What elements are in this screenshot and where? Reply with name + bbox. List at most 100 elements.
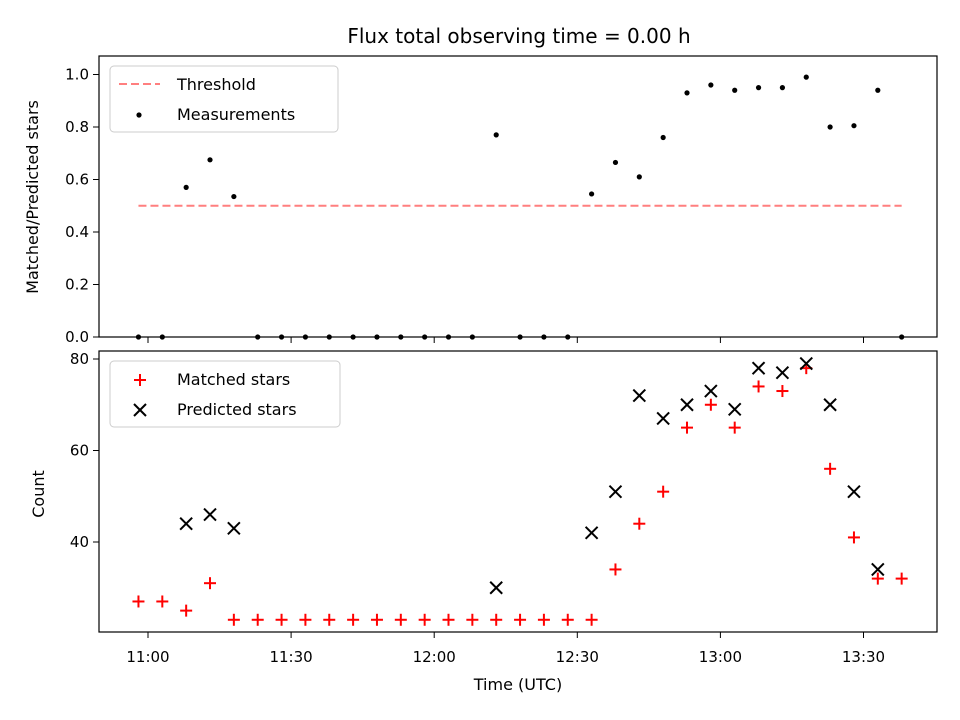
matched-point bbox=[728, 421, 741, 434]
matched-point bbox=[490, 613, 503, 626]
predicted-point bbox=[632, 388, 647, 403]
predicted-point-b bbox=[489, 581, 503, 595]
predicted-point-b bbox=[632, 388, 647, 403]
count-x-ticks: 11:00 11:30 12:00 12:30 13:00 13:30 bbox=[126, 632, 885, 666]
legend-matched-swatch bbox=[134, 374, 146, 386]
matched-point bbox=[585, 613, 598, 626]
matched-point bbox=[323, 613, 336, 626]
measurement-point bbox=[875, 87, 881, 93]
ratio-y-tick-label: 0.8 bbox=[65, 118, 89, 136]
predicted-point bbox=[656, 411, 670, 426]
chart-title: Flux total observing time = 0.00 h bbox=[347, 24, 690, 48]
count-panel: 40 60 80 11:00 11:30 12:00 12:30 13:00 13:30 Co… bbox=[29, 350, 938, 694]
measurement-point bbox=[159, 334, 165, 340]
ratio-x-tick-marks bbox=[147, 337, 864, 343]
matched-point bbox=[633, 517, 646, 530]
matched-point bbox=[156, 595, 169, 608]
ratio-y-tick-label: 1.0 bbox=[65, 66, 89, 84]
measurement-point bbox=[374, 334, 380, 340]
measurement-point bbox=[660, 134, 666, 141]
measurement-point bbox=[899, 334, 905, 340]
measurement-point bbox=[207, 157, 213, 163]
matched-point bbox=[442, 613, 455, 626]
matched-point bbox=[251, 613, 264, 626]
ratio-y-tick-label: 0.6 bbox=[65, 171, 89, 189]
legend-matched-label: Matched stars bbox=[177, 370, 290, 389]
predicted-point-b bbox=[728, 402, 742, 417]
measurement-point bbox=[517, 334, 523, 340]
predicted-point-b bbox=[823, 398, 837, 412]
matched-point bbox=[466, 613, 479, 626]
measurement-point bbox=[684, 90, 690, 96]
predicted-point bbox=[775, 366, 790, 380]
predicted-point-b bbox=[656, 411, 670, 426]
count-marks bbox=[132, 356, 908, 626]
predicted-point-b bbox=[584, 526, 599, 540]
measurement-point bbox=[827, 124, 833, 130]
measurement-point bbox=[565, 334, 571, 340]
ratio-legend: Threshold Measurements bbox=[109, 65, 339, 133]
matched-point bbox=[275, 613, 288, 626]
matched-point bbox=[347, 613, 360, 626]
measurement-point bbox=[779, 85, 786, 91]
measurement-point bbox=[183, 184, 189, 190]
predicted-point-b bbox=[680, 398, 694, 412]
legend-matched-marker bbox=[134, 374, 146, 386]
measurement-point bbox=[135, 334, 142, 340]
legend-predicted-swatch bbox=[133, 403, 147, 417]
matched-point bbox=[657, 485, 670, 498]
predicted-point bbox=[823, 398, 837, 412]
count-y-axis-label: Count bbox=[29, 470, 48, 518]
legend-measurements-swatch bbox=[136, 112, 142, 118]
predicted-point bbox=[227, 521, 241, 535]
matched-point bbox=[561, 613, 574, 626]
x-axis-label: Time (UTC) bbox=[473, 675, 562, 694]
predicted-point bbox=[179, 516, 193, 531]
measurement-point bbox=[278, 334, 285, 340]
predicted-point bbox=[704, 384, 718, 398]
matched-point bbox=[776, 385, 789, 398]
ratio-panel: 0.0 0.2 0.4 0.6 0.8 1.0 Matched/Predicted sta… bbox=[23, 55, 938, 346]
matched-point bbox=[895, 572, 908, 585]
legend-threshold-label: Threshold bbox=[176, 75, 256, 94]
measurement-point bbox=[851, 123, 857, 129]
matched-point bbox=[824, 462, 837, 475]
predicted-point-b bbox=[871, 562, 885, 577]
ratio-y-axis-label: Matched/Predicted stars bbox=[23, 100, 42, 294]
measurement-point bbox=[302, 334, 309, 340]
measurement-point bbox=[445, 334, 452, 340]
predicted-point-b bbox=[203, 507, 217, 522]
count-legend: Matched stars Predicted stars bbox=[109, 360, 341, 428]
count-x-tick-label: 12:00 bbox=[413, 648, 456, 666]
predicted-point bbox=[847, 484, 861, 499]
count-y-ticks: 40 60 80 bbox=[70, 350, 99, 551]
measurement-point bbox=[398, 334, 404, 340]
measurement-point bbox=[541, 334, 547, 340]
predicted-point bbox=[608, 484, 623, 499]
matched-point bbox=[514, 613, 527, 626]
measurement-point bbox=[708, 82, 714, 88]
count-legend-box bbox=[109, 360, 341, 428]
measurement-point bbox=[469, 334, 475, 340]
legend-predicted-marker-b bbox=[133, 403, 147, 417]
ratio-y-tick-label: 0.0 bbox=[65, 328, 89, 346]
predicted-point bbox=[489, 581, 503, 595]
matched-point bbox=[847, 531, 860, 544]
measurement-point bbox=[255, 334, 261, 340]
measurement-point bbox=[493, 132, 499, 138]
measurement-point bbox=[803, 74, 809, 80]
measurement-point bbox=[755, 85, 762, 91]
count-y-tick-label: 40 bbox=[70, 533, 89, 551]
matched-point bbox=[681, 421, 694, 434]
predicted-point bbox=[203, 507, 217, 522]
legend-measurements-label: Measurements bbox=[177, 105, 295, 124]
measurement-point bbox=[636, 174, 642, 180]
measurement-point bbox=[422, 334, 428, 340]
matched-point bbox=[227, 613, 240, 626]
matched-point bbox=[537, 613, 550, 626]
predicted-point-b bbox=[799, 356, 813, 371]
count-y-tick-label: 80 bbox=[70, 350, 89, 368]
count-plot-frame bbox=[98, 350, 938, 633]
predicted-point-b bbox=[704, 384, 718, 398]
predicted-point bbox=[751, 361, 766, 375]
